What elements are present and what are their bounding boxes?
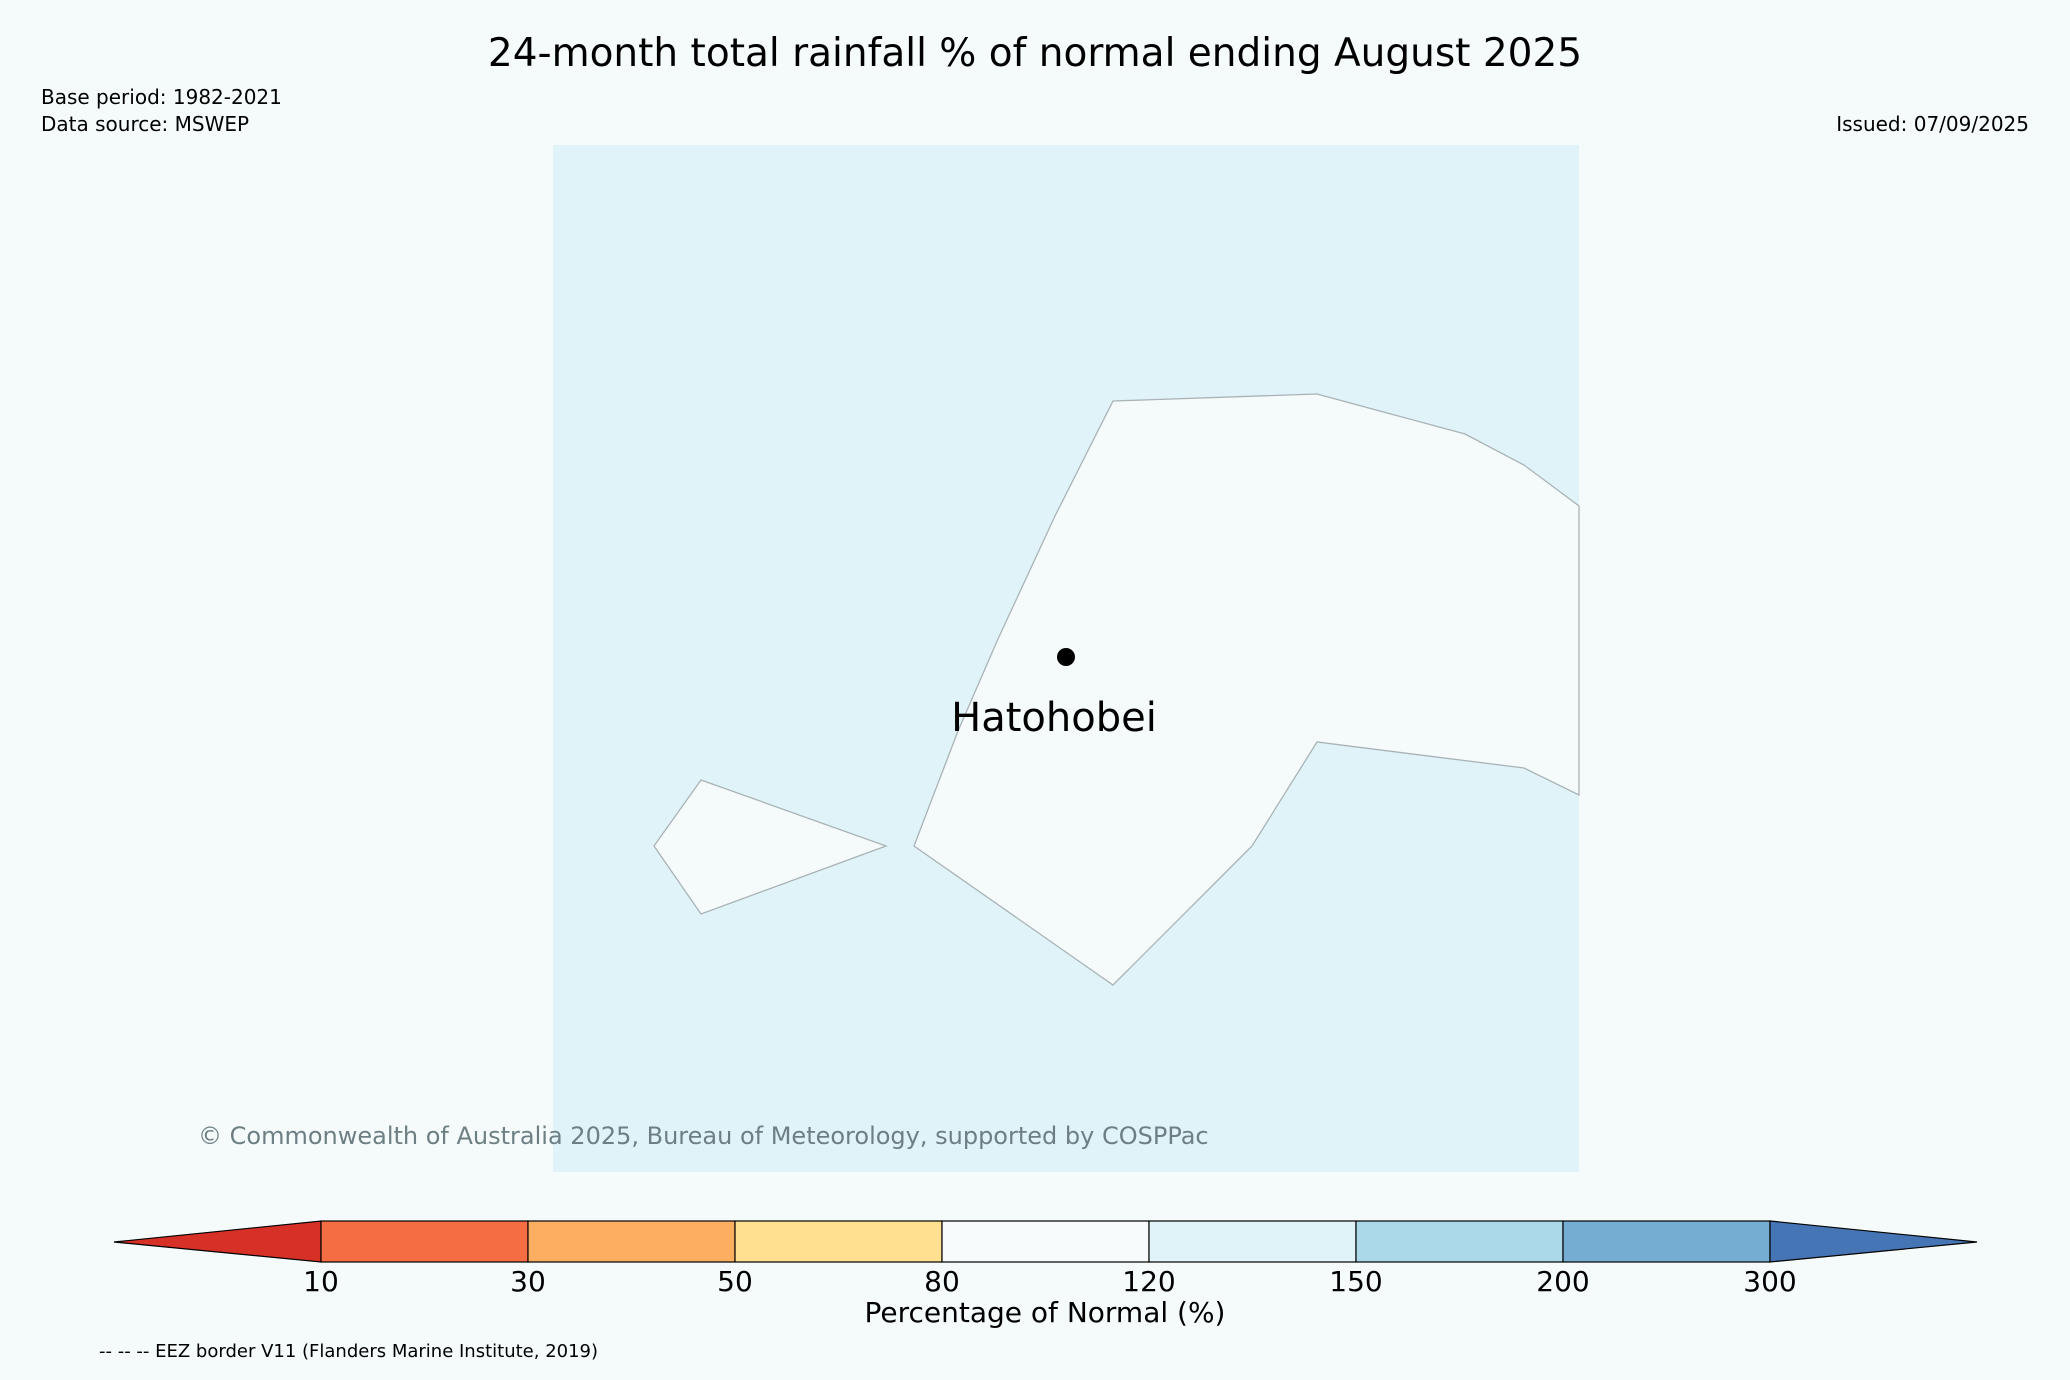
hatohobei-place-label: Hatohobei: [951, 695, 1157, 741]
hatohobei-location-marker: [1057, 648, 1075, 666]
colorbar-tick-label: 30: [510, 1265, 546, 1298]
colorbar-axis-label: Percentage of Normal (%): [864, 1296, 1226, 1329]
colorbar-tick-label: 150: [1329, 1265, 1383, 1298]
colorbar-segment-150-200: [1355, 1220, 1564, 1263]
colorbar-segment-10-30: [320, 1220, 529, 1263]
colorbar-segment-200-300: [1562, 1220, 1771, 1263]
eez-border-legend-note: -- -- -- EEZ border V11 (Flanders Marine…: [99, 1341, 599, 1362]
colorbar-segment-80-120: [941, 1220, 1150, 1263]
colorbar-segment-50-80: [734, 1220, 943, 1263]
colorbar-tick-label: 50: [717, 1265, 753, 1298]
colorbar-tick-label: 120: [1122, 1265, 1176, 1298]
issued-date-text: Issued: 07/09/2025: [1836, 112, 2029, 136]
data-source-text: Data source: MSWEP: [41, 112, 250, 136]
colorbar-segment-120-150: [1148, 1220, 1357, 1263]
copyright-notice: © Commonwealth of Australia 2025, Bureau…: [198, 1122, 1209, 1150]
colorbar-tick-label: 80: [924, 1265, 960, 1298]
colorbar-segment-below-10: [113, 1220, 322, 1263]
colorbar-tick-label: 300: [1743, 1265, 1797, 1298]
colorbar-segment-above-300: [1769, 1220, 1978, 1263]
map-land-region-islet: [653, 779, 888, 915]
colorbar-segment-30-50: [527, 1220, 736, 1263]
base-period-text: Base period: 1982-2021: [41, 85, 282, 109]
map-title: 24-month total rainfall % of normal endi…: [487, 31, 1583, 76]
colorbar-tick-label: 10: [303, 1265, 339, 1298]
colorbar-tick-label: 200: [1536, 1265, 1590, 1298]
map-land-region-main: [913, 393, 1580, 986]
